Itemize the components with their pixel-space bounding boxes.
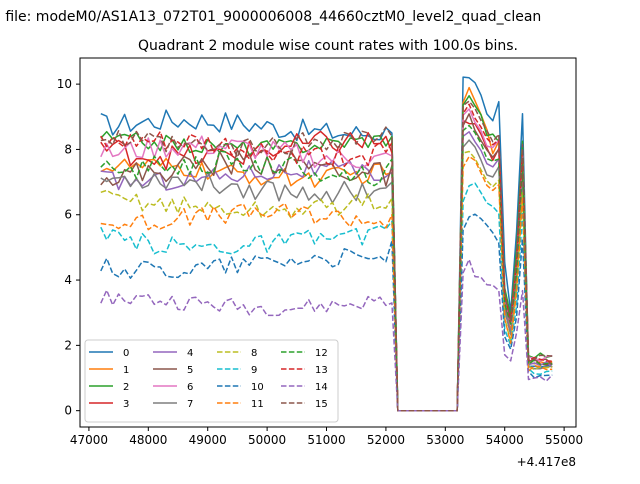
series-line-11	[100, 155, 553, 412]
x-tick-label: 49000	[189, 433, 227, 447]
legend-label-5: 5	[187, 365, 193, 376]
series-line-1	[100, 86, 553, 412]
legend-label-12: 12	[315, 348, 328, 359]
legend-label-15: 15	[315, 399, 328, 410]
x-tick-label: 47000	[70, 433, 108, 447]
x-tick-label: 52000	[367, 433, 405, 447]
y-tick-label: 6	[64, 208, 72, 222]
x-tick-label: 48000	[129, 433, 167, 447]
series-line-14	[100, 258, 553, 412]
legend-label-2: 2	[123, 382, 129, 393]
series-line-9	[100, 182, 553, 412]
legend-label-14: 14	[315, 382, 328, 393]
legend-label-6: 6	[187, 382, 193, 393]
y-tick-label: 8	[64, 142, 72, 156]
figure-suptitle: n file: modeM0/AS1A13_072T01_9000006008_…	[0, 9, 541, 25]
series-line-2	[100, 95, 553, 412]
y-tick-label: 10	[57, 77, 72, 91]
y-tick-label: 0	[64, 404, 72, 418]
series-lines	[100, 76, 553, 412]
series-line-12	[100, 124, 553, 412]
plot-frame	[79, 57, 577, 428]
series-line-13	[100, 103, 553, 412]
legend-label-11: 11	[251, 399, 264, 410]
series-line-0	[100, 76, 553, 412]
series-line-7	[100, 139, 553, 412]
series-line-4	[100, 131, 553, 412]
y-tick-label: 2	[64, 338, 72, 352]
legend-label-9: 9	[251, 365, 257, 376]
chart-title: Quadrant 2 module wise count rates with …	[138, 38, 518, 54]
x-tick-label: 51000	[307, 433, 345, 447]
series-line-10	[100, 213, 553, 412]
legend-label-8: 8	[251, 348, 257, 359]
y-tick-label: 4	[64, 273, 72, 287]
legend-label-10: 10	[251, 382, 264, 393]
legend-label-3: 3	[123, 399, 129, 410]
series-line-8	[100, 150, 553, 412]
legend-label-0: 0	[123, 348, 129, 359]
legend-label-13: 13	[315, 365, 328, 376]
y-axis: 0 2 4 6 8 10	[57, 77, 80, 418]
x-tick-label: 54000	[486, 433, 524, 447]
series-line-15	[100, 100, 553, 412]
legend-box	[84, 339, 339, 423]
legend-label-4: 4	[187, 348, 193, 359]
series-line-6	[100, 108, 553, 412]
x-axis: 47000 48000 49000 50000 51000 52000 53000 54000…	[70, 427, 583, 447]
x-tick-label: 53000	[426, 433, 464, 447]
x-tick-label: 55000	[545, 433, 583, 447]
x-tick-label: 50000	[248, 433, 286, 447]
legend-label-7: 7	[187, 399, 193, 410]
legend-label-1: 1	[123, 365, 129, 376]
x-axis-offset-label: +4.417e8	[517, 455, 576, 469]
series-line-3	[100, 119, 553, 412]
